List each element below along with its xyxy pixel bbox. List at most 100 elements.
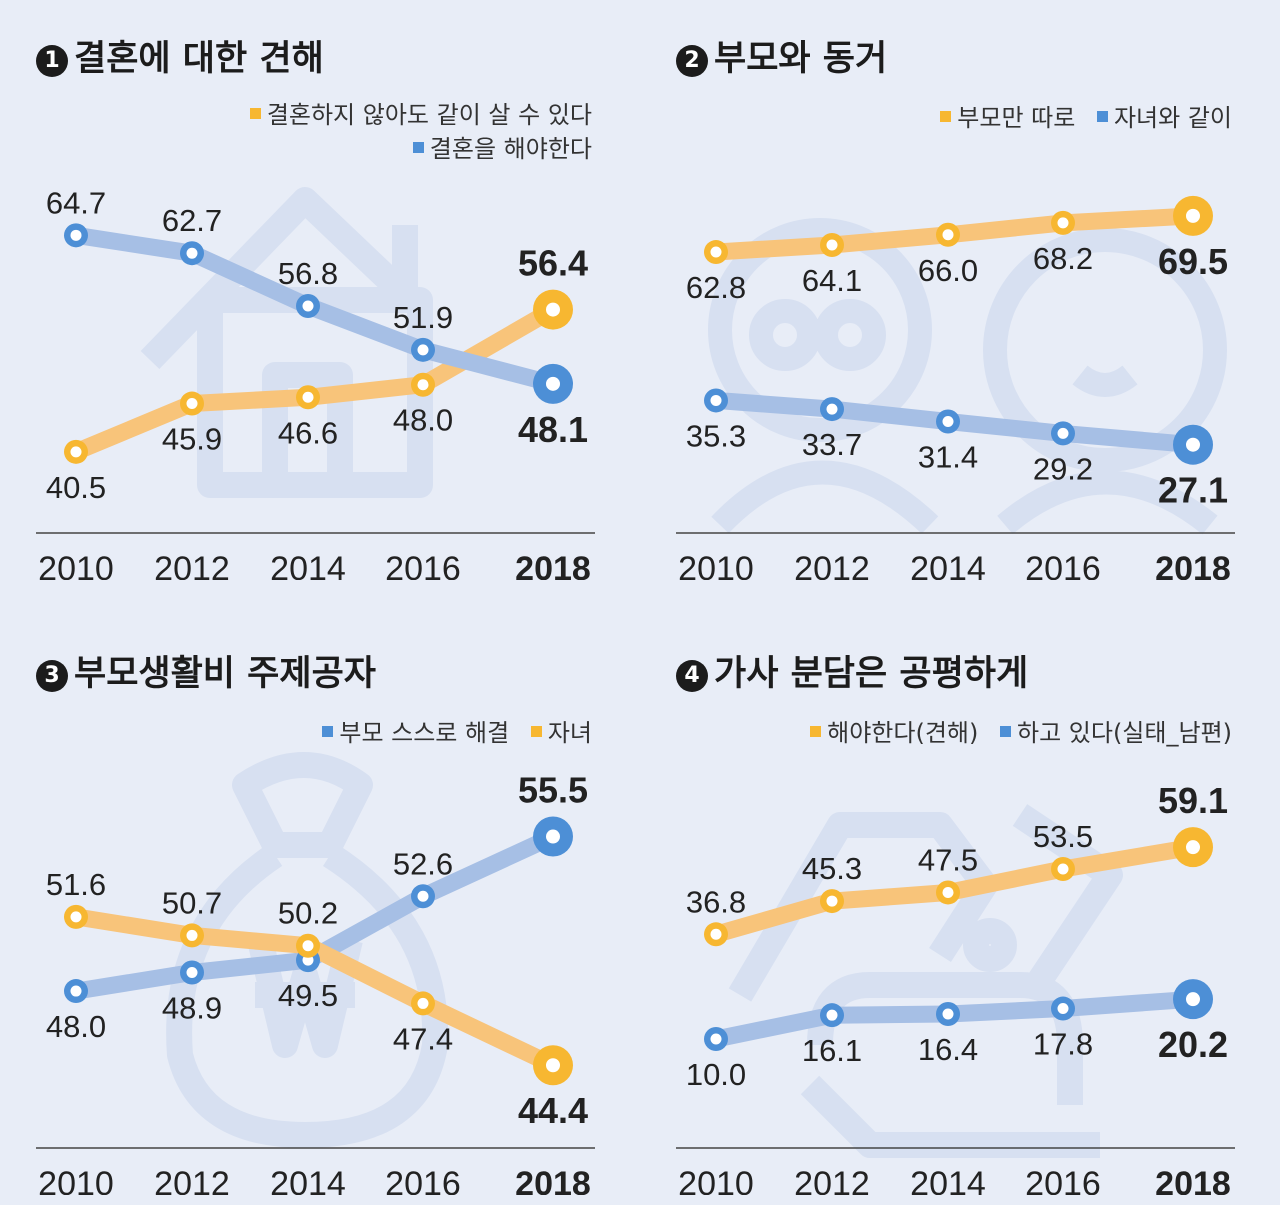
legend: 부모만 따로 자녀와 같이 <box>940 98 1232 133</box>
data-label-orange: 40.5 <box>46 470 106 505</box>
data-point-center <box>826 239 838 251</box>
data-point-center <box>1057 427 1069 439</box>
orange-swatch-icon <box>810 726 822 737</box>
data-label-orange: 46.6 <box>278 415 338 450</box>
data-point-center <box>942 415 954 427</box>
data-point-center <box>1186 208 1200 223</box>
legend-item-should-marry: 결혼을 해야한다 <box>250 132 592 166</box>
data-label-blue: 29.2 <box>1033 451 1093 486</box>
legend-item-parents-only: 부모만 따로 <box>940 104 1075 132</box>
data-label-blue: 20.2 <box>1158 1024 1228 1065</box>
x-tick-label: 2018 <box>1155 550 1231 580</box>
chart-plot: 2010 2012 2014 2016 2018 48.0 48.9 49.5 52.6 55.5… <box>36 770 595 1195</box>
data-point-center <box>417 997 429 1009</box>
data-point-center <box>826 1009 838 1021</box>
x-tick-label: 2014 <box>910 1165 986 1195</box>
data-label-orange: 36.8 <box>686 884 746 919</box>
data-label-blue: 17.8 <box>1033 1027 1093 1062</box>
legend-item-with-children: 자녀와 같이 <box>1096 104 1232 132</box>
data-label-blue: 33.7 <box>802 427 862 462</box>
data-point-center <box>1057 863 1069 875</box>
blue-swatch-icon <box>412 142 424 153</box>
chart-plot: 2010 2012 2014 2016 2018 40.5 45.9 46.6 48.0 56.4… <box>36 185 595 580</box>
data-point-center <box>1186 840 1200 855</box>
orange-swatch-icon <box>249 108 261 119</box>
badge-number: 1 <box>36 45 68 77</box>
x-tick-label: 2014 <box>910 550 986 580</box>
data-point-center <box>70 911 82 923</box>
legend-item-self: 부모 스스로 해결 <box>322 719 509 747</box>
x-tick-label: 2010 <box>678 1165 754 1195</box>
x-tick-label: 2012 <box>794 1165 870 1195</box>
data-label-blue: 16.1 <box>802 1033 862 1068</box>
badge-number: 3 <box>36 660 68 692</box>
data-point-center <box>186 398 198 410</box>
chart-plot: 2010 2012 2014 2016 2018 36.8 45.3 47.5 53.5 59.1… <box>676 780 1235 1195</box>
data-point-center <box>546 1058 560 1073</box>
chart-panel-marriage: 1 결혼에 대한 견해 결혼하지 않아도 같이 살 수 있다 결혼을 해야한다 2… <box>0 0 600 580</box>
data-label-blue: 56.8 <box>278 256 338 291</box>
data-label-orange: 64.1 <box>802 263 862 298</box>
data-point-center <box>942 1008 954 1020</box>
data-label-blue: 48.1 <box>518 409 588 450</box>
x-tick-label: 2016 <box>1025 1165 1101 1195</box>
blue-swatch-icon <box>1000 726 1011 737</box>
data-label-orange: 48.0 <box>393 403 453 438</box>
data-point-center <box>186 929 198 941</box>
data-point-center <box>942 229 954 241</box>
chart-panel-cohabitation: 2 부모와 동거 부모만 따로 자녀와 같이 2010 2012 2014 2016 20… <box>640 0 1240 580</box>
data-label-orange: 59.1 <box>1158 780 1228 821</box>
data-label-orange: 47.4 <box>393 1021 453 1056</box>
data-label-orange: 47.5 <box>918 842 978 877</box>
data-point-center <box>546 376 560 391</box>
data-point-center <box>710 928 722 940</box>
data-label-blue: 62.7 <box>162 203 222 238</box>
blue-swatch-icon <box>1096 111 1108 122</box>
x-tick-label: 2010 <box>38 1165 114 1195</box>
data-label-blue: 52.6 <box>393 846 453 881</box>
data-label-blue: 31.4 <box>918 439 978 474</box>
chart-title: 3 부모생활비 주제공자 <box>36 645 376 696</box>
data-label-blue: 16.4 <box>918 1032 978 1067</box>
data-point-center <box>710 394 722 406</box>
blue-swatch-icon <box>322 726 334 737</box>
data-label-blue: 48.0 <box>46 1009 106 1044</box>
x-tick-label: 2018 <box>515 550 591 580</box>
legend: 해야한다(견해) 하고 있다(실태_남편) <box>810 713 1232 748</box>
badge-number: 2 <box>676 45 708 77</box>
data-point-center <box>546 302 560 317</box>
chart-title: 4 가사 분담은 공평하게 <box>676 645 1028 696</box>
x-tick-label: 2012 <box>154 550 230 580</box>
x-tick-label: 2014 <box>270 1165 346 1195</box>
data-label-orange: 45.3 <box>802 851 862 886</box>
data-label-blue: 55.5 <box>518 770 588 811</box>
data-point-center <box>1186 437 1200 452</box>
data-point-center <box>1057 217 1069 229</box>
chart-panel-living-expenses: 3 부모생활비 주제공자 부모 스스로 해결 자녀 2010 2012 2014 201… <box>0 615 600 1195</box>
data-point-center <box>1186 992 1200 1007</box>
x-tick-label: 2016 <box>1025 550 1101 580</box>
data-label-blue: 49.5 <box>278 978 338 1013</box>
data-point-center <box>942 886 954 898</box>
legend-item-children: 자녀 <box>530 719 592 747</box>
data-point-center <box>70 446 82 458</box>
data-point-center <box>417 379 429 391</box>
data-point-center <box>302 391 314 403</box>
chart-plot: 2010 2012 2014 2016 2018 62.8 64.1 66.0 68.2 69.5… <box>676 195 1235 580</box>
data-label-orange: 51.6 <box>46 867 106 902</box>
data-point-center <box>70 985 82 997</box>
legend: 결혼하지 않아도 같이 살 수 있다 결혼을 해야한다 <box>249 98 592 166</box>
x-tick-label: 2010 <box>678 550 754 580</box>
data-point-center <box>826 895 838 907</box>
data-label-blue: 10.0 <box>686 1057 746 1092</box>
data-label-orange: 50.2 <box>278 896 338 931</box>
x-tick-label: 2018 <box>515 1165 591 1195</box>
x-tick-label: 2016 <box>385 550 461 580</box>
data-point-center <box>302 300 314 312</box>
legend-item-actual: 하고 있다(실태_남편) <box>1000 719 1232 747</box>
data-label-blue: 64.7 <box>46 185 106 220</box>
x-tick-label: 2012 <box>794 550 870 580</box>
x-tick-label: 2014 <box>270 550 346 580</box>
legend-item-should: 해야한다(견해) <box>810 719 978 747</box>
orange-swatch-icon <box>940 111 952 122</box>
